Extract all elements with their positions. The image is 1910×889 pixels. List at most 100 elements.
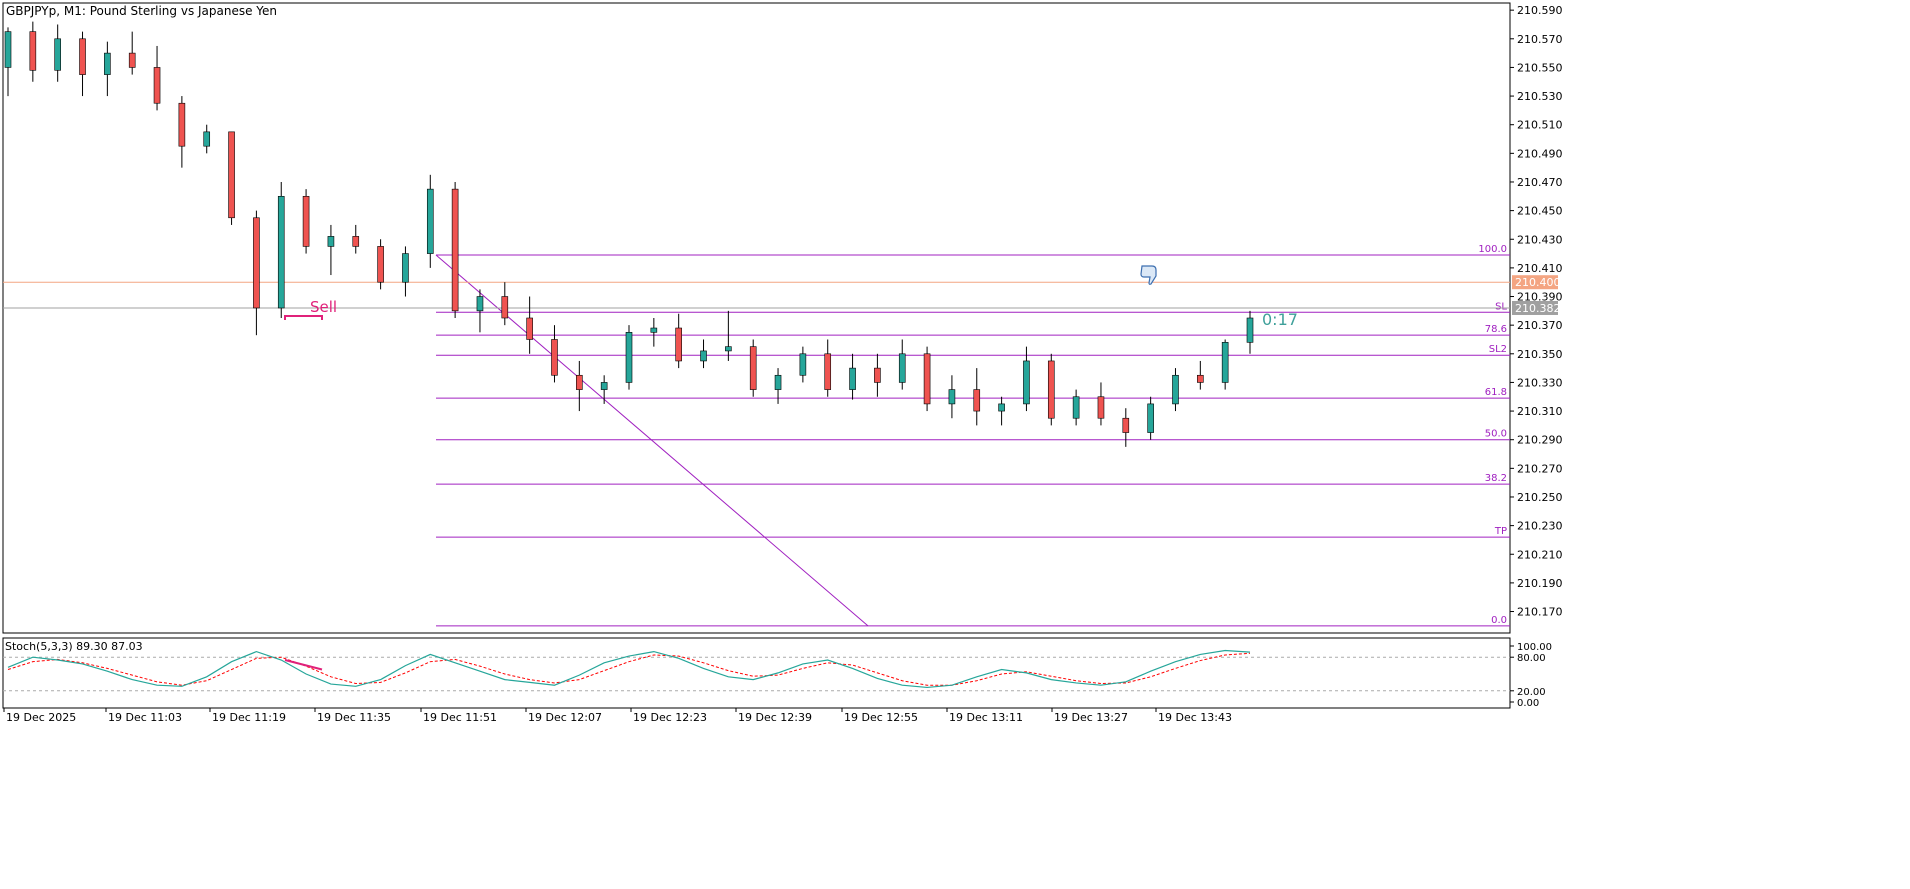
y-tick-label: 210.570 <box>1517 33 1563 46</box>
x-tick-label: 19 Dec 12:55 <box>844 711 918 724</box>
candle-body <box>54 38 61 71</box>
candle-body <box>600 382 608 390</box>
candle-body <box>253 217 260 309</box>
candle-body <box>128 52 136 68</box>
fib-level-label: 50.0 <box>1485 429 1507 440</box>
y-tick-label: 210.470 <box>1517 176 1563 189</box>
candle-body <box>1172 374 1179 405</box>
candle-body <box>476 296 484 312</box>
candle-body <box>1072 396 1080 419</box>
candle-body <box>725 346 732 352</box>
stoch-label: Stoch(5,3,3) 89.30 87.03 <box>5 640 143 653</box>
candle-body <box>426 188 434 254</box>
candle-body <box>1023 360 1030 405</box>
candle-body <box>1221 342 1229 383</box>
fib-level-label: 0.0 <box>1491 615 1507 626</box>
fib-level-label: SL <box>1495 301 1507 312</box>
candle-body <box>1097 396 1105 419</box>
y-tick-label: 210.510 <box>1517 119 1563 132</box>
candle-body <box>526 317 533 340</box>
y-tick-label: 210.590 <box>1517 4 1563 17</box>
x-tick-label: 19 Dec 13:11 <box>949 711 1023 724</box>
candle-body <box>774 374 782 390</box>
candle-body <box>650 327 658 333</box>
candle-body <box>4 31 12 68</box>
candle-body <box>923 353 931 405</box>
candle-body <box>203 131 211 147</box>
y-tick-label: 210.230 <box>1517 520 1563 533</box>
candle-body <box>675 327 682 362</box>
candle-body <box>402 253 409 283</box>
candle-body <box>501 296 509 319</box>
stoch-tick-label: 100.00 <box>1517 642 1552 653</box>
candle-body <box>973 389 981 412</box>
y-tick-label: 210.330 <box>1517 376 1563 389</box>
bid-price-tag <box>1512 300 1558 315</box>
stoch-plot-frame <box>2 637 1511 709</box>
candle-body <box>700 350 707 362</box>
y-tick-label: 210.410 <box>1517 262 1563 275</box>
y-tick-label: 210.450 <box>1517 205 1563 218</box>
candle-body <box>998 403 1005 412</box>
candle-body <box>1246 317 1254 343</box>
fib-level-label: 100.0 <box>1478 244 1507 255</box>
x-tick-label: 19 Dec 12:07 <box>528 711 602 724</box>
candle-body <box>1197 374 1204 383</box>
y-tick-label: 210.310 <box>1517 405 1563 418</box>
x-tick-label: 19 Dec 13:43 <box>1158 711 1232 724</box>
y-tick-label: 210.430 <box>1517 233 1563 246</box>
y-tick-label: 210.290 <box>1517 434 1563 447</box>
thumbs-down-icon <box>1140 265 1157 285</box>
candle-body <box>178 102 186 147</box>
candle-body <box>1047 360 1055 419</box>
candle-timer: 0:17 <box>1262 310 1298 329</box>
stoch-main-line <box>7 649 1251 689</box>
y-tick-label: 210.390 <box>1517 291 1563 304</box>
stoch-tick-label: 20.00 <box>1517 687 1546 698</box>
candle-body <box>898 353 906 383</box>
y-tick-label: 210.490 <box>1517 147 1563 160</box>
candle-body <box>948 389 956 405</box>
main-plot-frame <box>2 2 1511 634</box>
x-tick-label: 19 Dec 11:03 <box>108 711 182 724</box>
x-tick-label: 19 Dec 11:19 <box>212 711 286 724</box>
x-tick-label: 19 Dec 12:39 <box>738 711 812 724</box>
fib-level-label: 61.8 <box>1485 387 1507 398</box>
y-tick-label: 210.270 <box>1517 462 1563 475</box>
candle-body <box>352 236 360 247</box>
ask-price-label: 210.400 <box>1515 276 1561 289</box>
candle-body <box>104 52 111 75</box>
y-tick-label: 210.350 <box>1517 348 1563 361</box>
candle-body <box>551 339 558 376</box>
x-tick-label: 19 Dec 11:35 <box>317 711 391 724</box>
candle-body <box>749 346 757 390</box>
candle-body <box>824 353 832 390</box>
candle-body <box>576 374 583 390</box>
fibonacci-retracement[interactable]: 100.0 SL 78.6 SL2 61.8 50.0 38.2 TP 0.0 <box>435 244 1510 627</box>
stoch-signal-line <box>7 652 1251 686</box>
y-tick-label: 210.370 <box>1517 319 1563 332</box>
time-axis[interactable]: 19 Dec 2025 19 Dec 11:03 19 Dec 11:19 19 De… <box>3 708 1232 724</box>
fib-level-label: SL2 <box>1489 344 1507 355</box>
candle-body <box>29 31 37 71</box>
candlesticks <box>4 21 1254 447</box>
price-axis[interactable]: 210.590 210.570 210.550 210.530 210.510 210.4… <box>1510 4 1563 619</box>
candle-body <box>228 131 235 219</box>
candle-body <box>451 188 459 312</box>
candle-body <box>799 353 807 376</box>
candle-body <box>153 67 161 104</box>
x-tick-label: 19 Dec 13:27 <box>1054 711 1128 724</box>
y-tick-label: 210.190 <box>1517 577 1563 590</box>
fib-level-label: 78.6 <box>1485 324 1507 335</box>
stoch-divergence-marker <box>284 659 323 671</box>
candle-body <box>1122 417 1130 433</box>
y-tick-label: 210.210 <box>1517 548 1563 561</box>
x-tick-label: 19 Dec 12:23 <box>633 711 707 724</box>
x-tick-label: 19 Dec 11:51 <box>423 711 497 724</box>
candle-body <box>849 367 856 390</box>
y-tick-label: 210.550 <box>1517 61 1563 74</box>
y-tick-label: 210.530 <box>1517 90 1563 103</box>
